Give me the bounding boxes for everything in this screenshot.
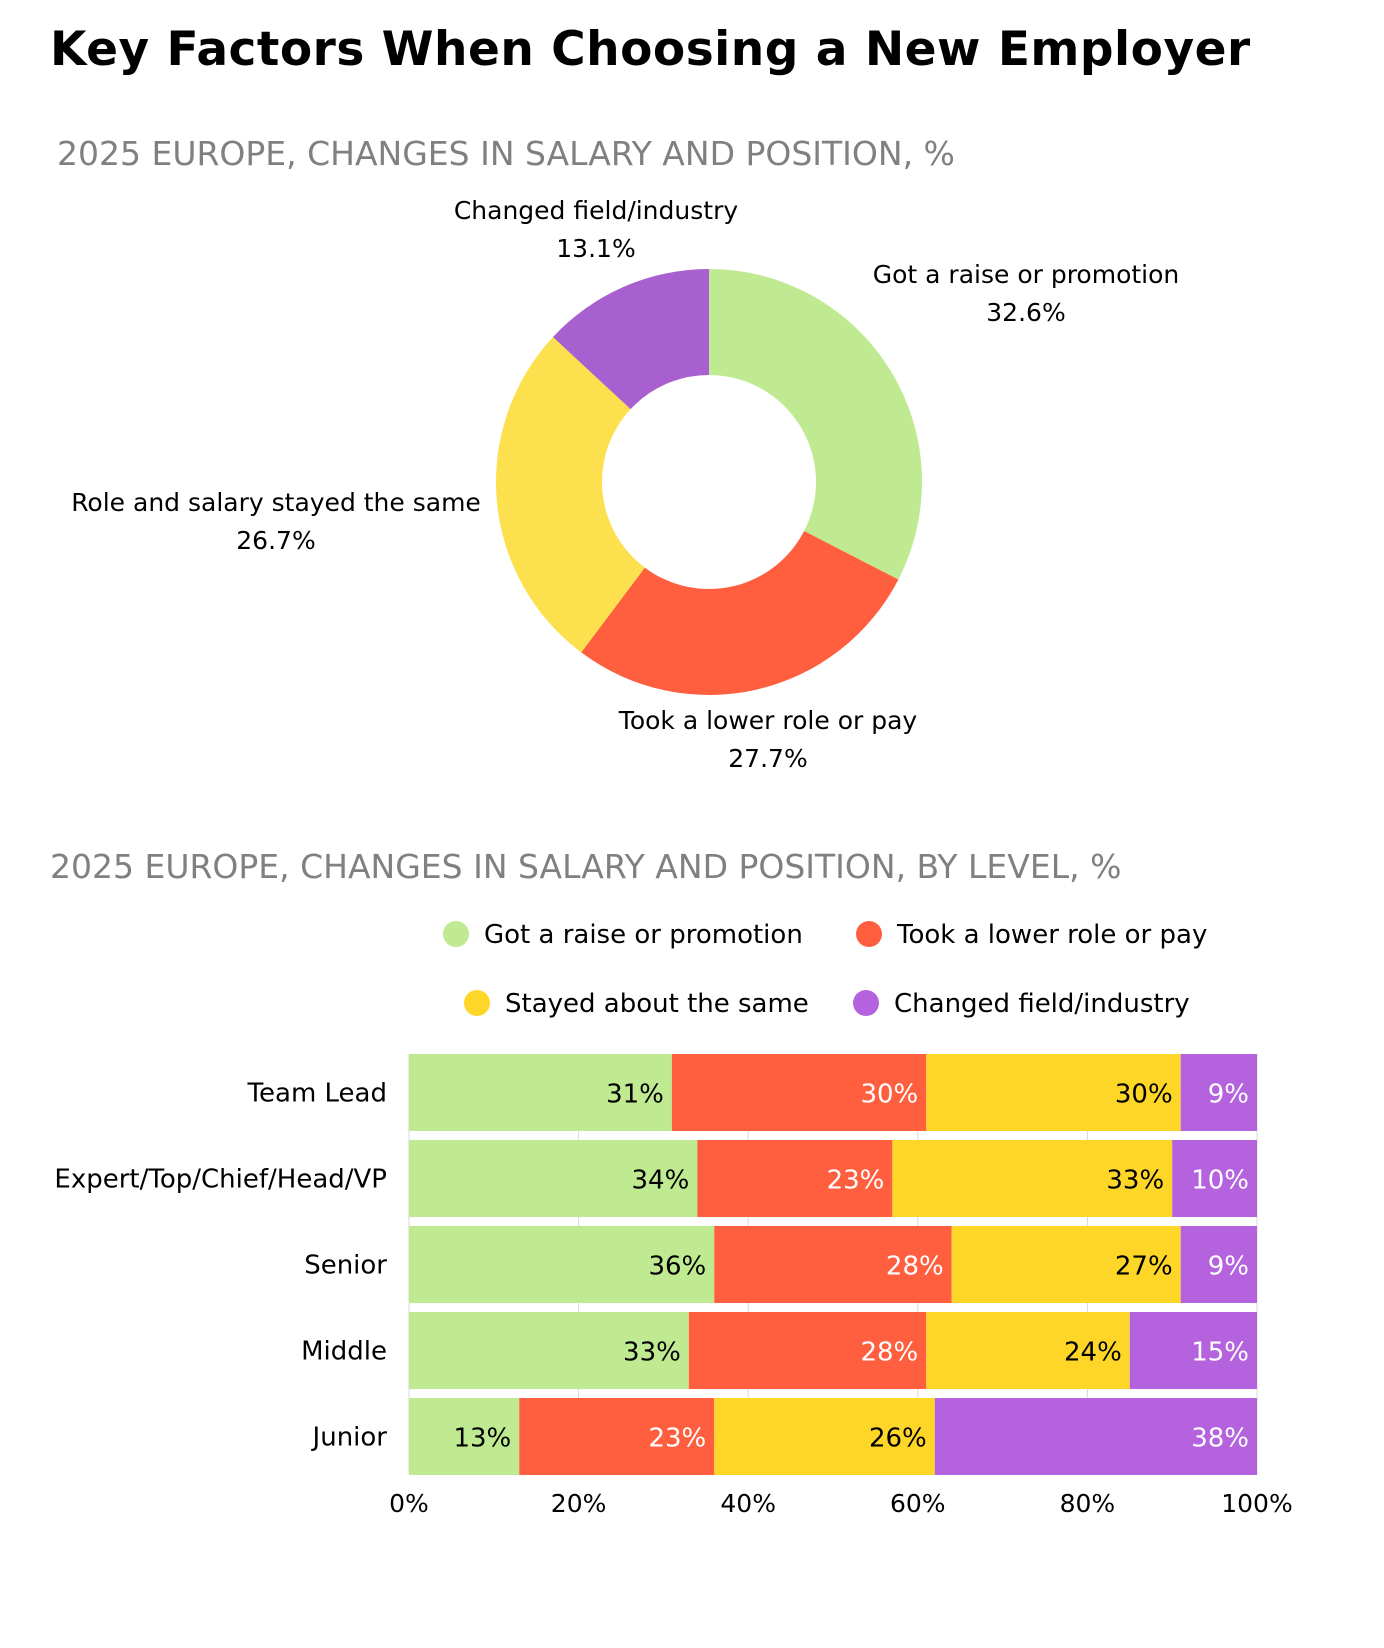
category-label: Junior <box>311 1423 388 1453</box>
bar-segment-got-a-raise-or-promotion <box>409 1226 715 1303</box>
donut-slice-took-a-lower-role-or-pay <box>581 530 899 695</box>
donut-label: Got a raise or promotion <box>873 260 1180 289</box>
bar-segment-changed-field-industry <box>1172 1140 1257 1217</box>
bar-segment-stayed-about-the-same <box>951 1226 1181 1303</box>
donut-chart: Got a raise or promotion 32.6% Took a lowe… <box>71 196 1180 773</box>
bar-segment-took-a-lower-role-or-pay <box>714 1226 952 1303</box>
bar-value-label: 23% <box>827 1166 885 1196</box>
legend-label-stayed-about-the-same: Stayed about the same <box>505 989 809 1019</box>
legend-swatch-got-a-raise-or-promotion <box>443 921 469 947</box>
bar-value-label: 24% <box>1064 1338 1122 1368</box>
legend-label-got-a-raise-or-promotion: Got a raise or promotion <box>484 920 803 950</box>
x-tick-label: 80% <box>1060 1489 1116 1518</box>
category-label: Team Lead <box>247 1079 387 1109</box>
bar-value-label: 26% <box>869 1424 927 1454</box>
bar-segment-stayed-about-the-same <box>892 1140 1173 1217</box>
donut-slice-role-and-salary-stayed-the-same <box>496 337 645 653</box>
bar-value-label: 23% <box>648 1424 706 1454</box>
donut-slice-got-a-raise-or-promotion <box>709 269 923 580</box>
bar-value-label: 27% <box>1115 1252 1173 1282</box>
bar-value-label: 15% <box>1191 1338 1249 1368</box>
bar-segment-got-a-raise-or-promotion <box>409 1140 698 1217</box>
bar-segment-changed-field-industry <box>1129 1312 1257 1389</box>
donut-value-label: 27.7% <box>728 744 807 773</box>
x-tick-label: 0% <box>389 1489 429 1518</box>
bar-segment-took-a-lower-role-or-pay <box>519 1398 715 1475</box>
legend-swatch-changed-field-industry <box>853 990 879 1016</box>
donut-chart-title: 2025 EUROPE, CHANGES IN SALARY AND POSIT… <box>57 134 955 173</box>
bar-segment-changed-field-industry <box>1180 1054 1257 1131</box>
bar-segment-took-a-lower-role-or-pay <box>688 1312 927 1389</box>
bar-value-label: 31% <box>606 1080 664 1110</box>
bar-value-label: 13% <box>453 1424 511 1454</box>
bar-value-label: 28% <box>886 1252 944 1282</box>
donut-slice-changed-field-industry <box>552 269 709 410</box>
legend-label-changed-field-industry: Changed field/industry <box>894 989 1190 1019</box>
bar-segment-got-a-raise-or-promotion <box>409 1398 520 1475</box>
bar-value-label: 9% <box>1208 1252 1249 1282</box>
bar-value-label: 33% <box>1106 1166 1164 1196</box>
bar-segment-changed-field-industry <box>1180 1226 1257 1303</box>
donut-label: Changed field/industry <box>454 196 739 225</box>
donut-value-label: 32.6% <box>986 298 1065 327</box>
category-label: Middle <box>301 1337 387 1367</box>
category-label: Expert/Top/Chief/Head/VP <box>54 1165 387 1195</box>
bar-segment-got-a-raise-or-promotion <box>409 1054 672 1131</box>
bar-value-label: 33% <box>623 1338 681 1368</box>
legend-swatch-took-a-lower-role-or-pay <box>856 921 882 947</box>
bar-value-label: 30% <box>1115 1080 1173 1110</box>
donut-value-label: 13.1% <box>556 234 635 263</box>
bar-segment-stayed-about-the-same <box>714 1398 935 1475</box>
x-tick-label: 60% <box>890 1489 946 1518</box>
bar-value-label: 38% <box>1191 1424 1249 1454</box>
bar-segment-stayed-about-the-same <box>926 1054 1181 1131</box>
bar-value-label: 34% <box>632 1166 690 1196</box>
x-tick-label: 40% <box>720 1489 776 1518</box>
stacked-bar-chart: Got a raise or promotion Took a lower rol… <box>54 920 1292 1518</box>
bar-segment-stayed-about-the-same <box>926 1312 1130 1389</box>
page-title: Key Factors When Choosing a New Employer <box>50 22 1251 77</box>
bar-segment-took-a-lower-role-or-pay <box>697 1140 893 1217</box>
legend-swatch-stayed-about-the-same <box>464 990 490 1016</box>
legend-label-took-a-lower-role-or-pay: Took a lower role or pay <box>896 920 1207 950</box>
bar-segment-got-a-raise-or-promotion <box>409 1312 689 1389</box>
donut-value-label: 26.7% <box>236 526 315 555</box>
bar-segment-changed-field-industry <box>934 1398 1257 1475</box>
bar-value-label: 28% <box>860 1338 918 1368</box>
bar-value-label: 30% <box>860 1080 918 1110</box>
donut-label: Role and salary stayed the same <box>71 488 481 517</box>
bar-chart-title: 2025 EUROPE, CHANGES IN SALARY AND POSIT… <box>50 847 1122 886</box>
category-label: Senior <box>304 1251 387 1281</box>
bar-value-label: 36% <box>648 1252 706 1282</box>
bar-value-label: 9% <box>1208 1080 1249 1110</box>
donut-label: Took a lower role or pay <box>618 706 918 735</box>
x-tick-label: 100% <box>1221 1489 1292 1518</box>
x-tick-label: 20% <box>551 1489 607 1518</box>
bar-segment-took-a-lower-role-or-pay <box>671 1054 927 1131</box>
bar-value-label: 10% <box>1191 1166 1249 1196</box>
